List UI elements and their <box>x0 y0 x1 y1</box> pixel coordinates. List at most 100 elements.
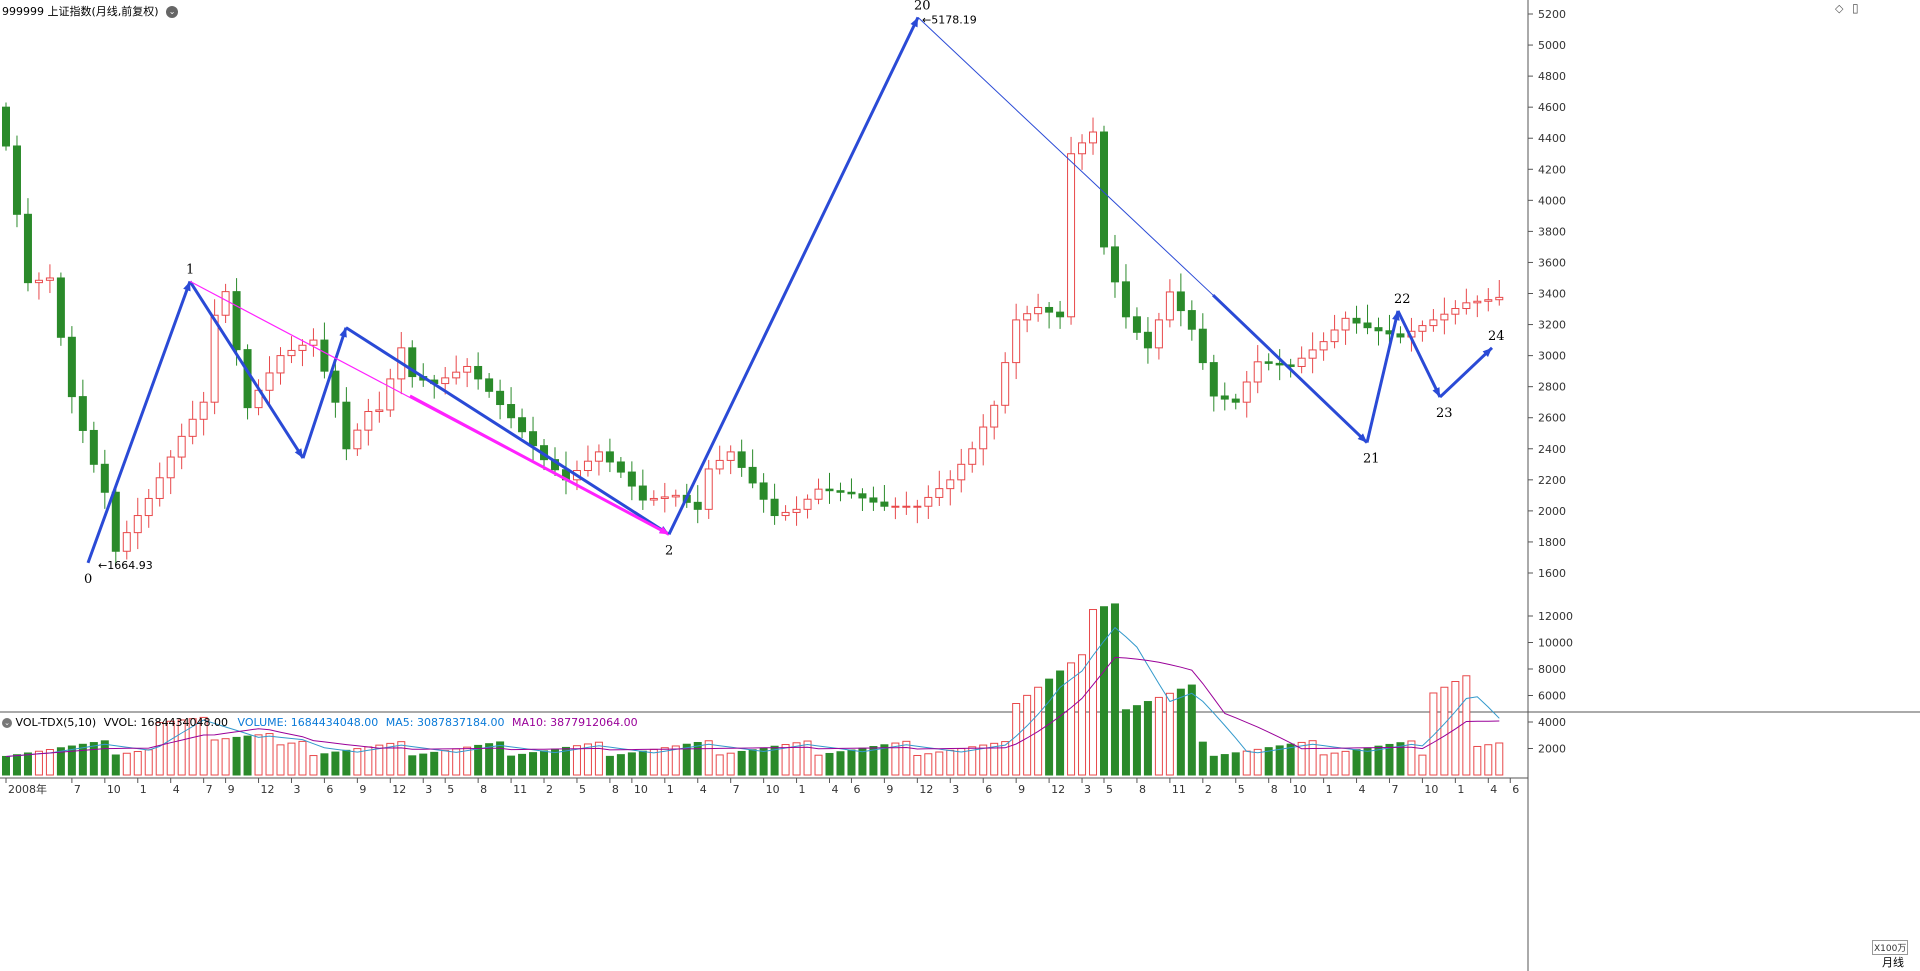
volume-bar-down <box>605 755 614 776</box>
candle-body-down <box>869 497 878 503</box>
candle-body-down <box>1176 291 1185 312</box>
panel-toggle-icon[interactable]: ▯ <box>1852 1 1859 15</box>
volume-bar-up <box>1165 692 1174 776</box>
volume-bar-up <box>814 754 823 776</box>
candle-body-down <box>638 485 647 501</box>
candle-body-down <box>880 501 889 507</box>
candle-body-up <box>1078 142 1087 155</box>
price-tick-label: 4800 <box>1538 70 1566 83</box>
candle-body-up <box>990 404 999 428</box>
time-tick-label: 2008年 <box>8 782 47 796</box>
volume-bar-down <box>1143 701 1152 776</box>
time-tick-label: 2 <box>546 783 553 796</box>
price-tick-label: 2000 <box>1538 505 1566 518</box>
diamond-icon[interactable]: ◇ <box>1835 3 1844 15</box>
high-price-annotation: ←5178.19 <box>922 13 977 26</box>
candle-body-up <box>979 426 988 450</box>
candle-body-up <box>298 344 307 351</box>
candle-body-down <box>56 277 65 338</box>
volume-bar-up <box>1451 681 1460 776</box>
volume-bar-up <box>1154 696 1163 776</box>
volume-bar-up <box>210 739 219 776</box>
wave-1-a <box>188 280 305 459</box>
channel-line-thick-head <box>659 526 669 535</box>
wave-20-21 <box>1211 293 1369 444</box>
candle-body-up <box>452 371 461 379</box>
volume-bar-up <box>309 755 318 776</box>
candle-body-up <box>133 515 142 534</box>
wave-1-a-head <box>294 448 303 459</box>
volume-bar-up <box>199 716 208 776</box>
candle-body-up <box>1165 291 1174 321</box>
candle-body-up <box>583 460 592 472</box>
wave-lines <box>86 16 1494 564</box>
ma5-value: MA5: 3087837184.00 <box>385 716 505 729</box>
chevron-down-icon[interactable]: ⌄ <box>2 718 12 728</box>
price-tick-label: 3400 <box>1538 288 1566 301</box>
volume-bar-up <box>1473 745 1482 776</box>
volume-bar-up <box>1495 742 1504 776</box>
volume-bar-up <box>990 742 999 776</box>
volume-bar-up <box>1089 609 1098 776</box>
volume-bar-down <box>1275 745 1284 776</box>
candle-body-up <box>1418 325 1427 332</box>
price-tick-label: 3800 <box>1538 225 1566 238</box>
volume-bar-up <box>1242 750 1251 776</box>
volume-bar-up <box>144 749 153 776</box>
wave-0-1 <box>86 280 192 564</box>
candle-body-down <box>1363 322 1372 329</box>
volume-bar-up <box>254 734 263 776</box>
volume-bar-down <box>847 749 856 776</box>
candle-body-down <box>605 451 614 463</box>
candle-body-up <box>375 409 384 413</box>
volume-bar-down <box>1110 603 1119 776</box>
volume-bar-down <box>1352 749 1361 776</box>
candle-body-down <box>529 431 538 447</box>
wave-labels: 0 1 2 20 21 22 23 24 ←1664.93 ←5178.19 <box>84 0 1505 587</box>
volume-bar-up <box>1341 750 1350 776</box>
volume-bar-down <box>627 752 636 776</box>
volume-bar-down <box>518 753 527 776</box>
time-tick-label: 9 <box>228 783 235 796</box>
time-tick-label: 8 <box>480 783 487 796</box>
price-tick-label: 2400 <box>1538 443 1566 456</box>
candle-body-down <box>2 106 10 147</box>
time-tick-label: 1 <box>140 783 147 796</box>
volume-header: ⌄ VOL-TDX(5,10) VVOL: 1684434048.00 VOLU… <box>2 716 638 729</box>
candle-body-down <box>1264 361 1273 364</box>
candle-body-down <box>759 482 768 500</box>
volume-bar-up <box>583 743 592 776</box>
volume-bar-up <box>221 738 230 776</box>
candle-body-down <box>1231 398 1240 403</box>
candle-body-down <box>836 490 845 493</box>
volume-bar-up <box>375 744 384 776</box>
time-tick-label: 7 <box>74 783 81 796</box>
volume-bar-up <box>265 733 274 776</box>
volume-bar-up <box>397 741 406 776</box>
volume-bar-down <box>2 755 10 776</box>
ma10-value: MA10: 3877912064.00 <box>511 716 638 729</box>
vvol-value: VVOL: 1684434048.00 <box>103 716 229 729</box>
volume-bar-up <box>1253 748 1262 776</box>
candle-body-up <box>1034 306 1043 315</box>
volume-bar-up <box>660 747 669 776</box>
volume-bar-down <box>1176 688 1185 776</box>
candle-body-up <box>199 401 208 420</box>
volume-bar-down <box>759 747 768 776</box>
time-tick-label: 7 <box>206 783 213 796</box>
low-price-annotation: ←1664.93 <box>98 559 153 572</box>
volume-unit-label: X100万 <box>1872 940 1909 955</box>
time-tick-label: 4 <box>1490 783 1497 796</box>
time-tick-label: 11 <box>513 783 527 796</box>
volume-bar-up <box>298 740 307 776</box>
candle-body-up <box>177 435 186 458</box>
candle-body-down <box>496 390 505 406</box>
volume-bar-down <box>693 741 702 776</box>
volume-bar-up <box>122 752 131 776</box>
candle-body-up <box>364 411 373 431</box>
candle-body-up <box>1341 317 1350 331</box>
chevron-down-icon[interactable]: ⌄ <box>166 6 179 18</box>
candle-body-up <box>265 372 274 391</box>
candle-body-up <box>287 349 296 357</box>
